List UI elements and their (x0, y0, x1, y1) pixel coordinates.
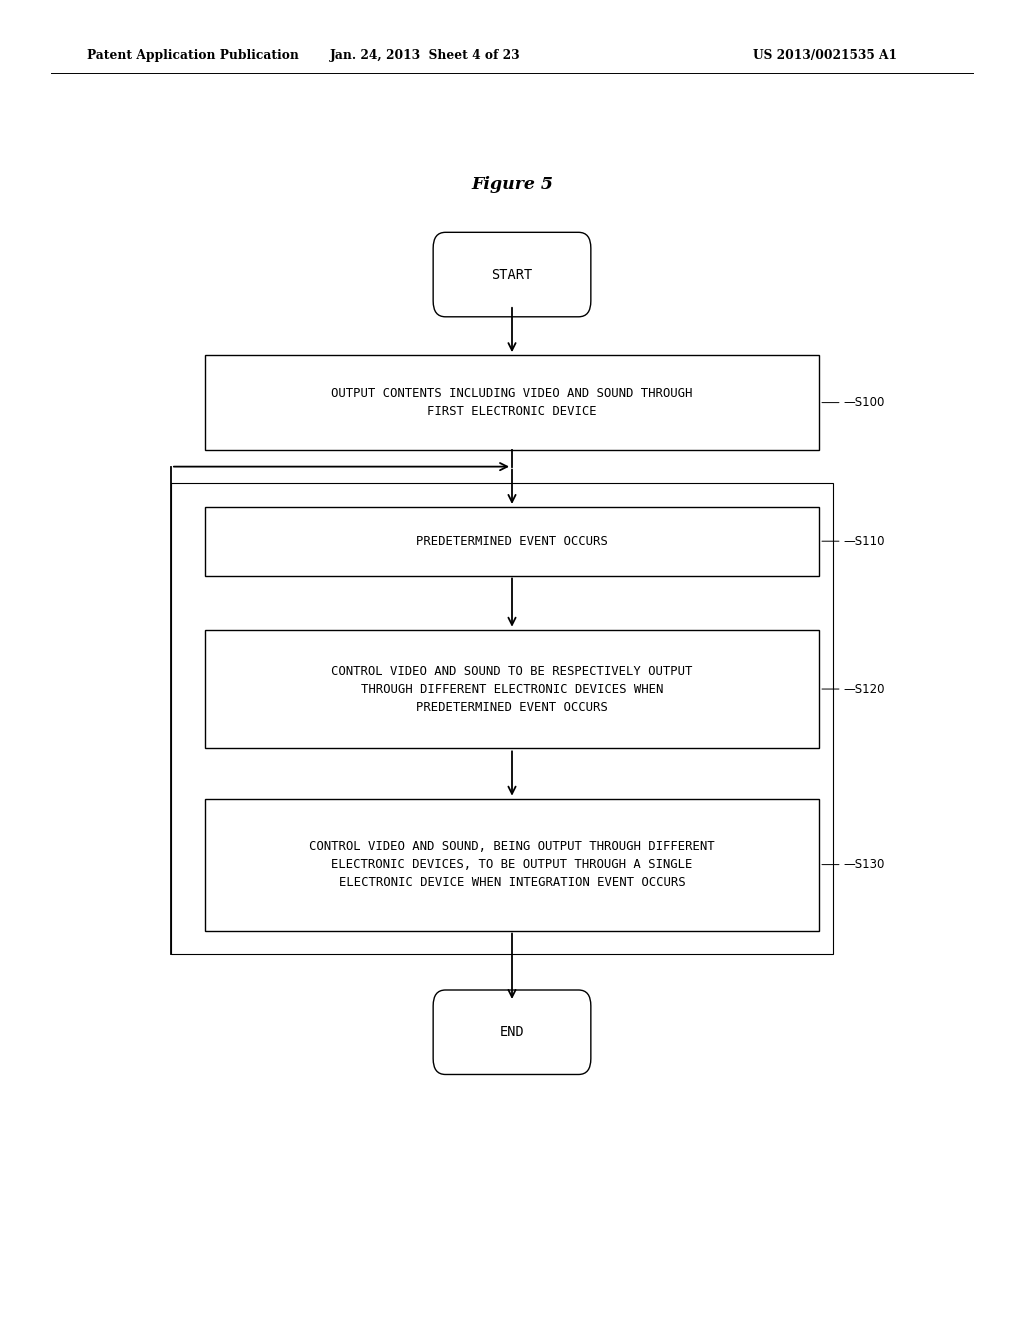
Text: END: END (500, 1026, 524, 1039)
Bar (205, 799, 819, 931)
Text: —S130: —S130 (844, 858, 885, 871)
Text: Patent Application Publication: Patent Application Publication (87, 49, 299, 62)
Text: CONTROL VIDEO AND SOUND TO BE RESPECTIVELY OUTPUT
THROUGH DIFFERENT ELECTRONIC D: CONTROL VIDEO AND SOUND TO BE RESPECTIVE… (332, 664, 692, 714)
Text: OUTPUT CONTENTS INCLUDING VIDEO AND SOUND THROUGH
FIRST ELECTRONIC DEVICE: OUTPUT CONTENTS INCLUDING VIDEO AND SOUN… (332, 387, 692, 418)
Text: —S110: —S110 (844, 535, 886, 548)
Text: CONTROL VIDEO AND SOUND, BEING OUTPUT THROUGH DIFFERENT
ELECTRONIC DEVICES, TO B: CONTROL VIDEO AND SOUND, BEING OUTPUT TH… (309, 840, 715, 890)
Text: Figure 5: Figure 5 (471, 177, 553, 193)
Text: —S100: —S100 (844, 396, 885, 409)
Bar (205, 630, 819, 748)
Text: START: START (492, 268, 532, 281)
Bar (205, 355, 819, 450)
Text: —S120: —S120 (844, 682, 886, 696)
Text: PREDETERMINED EVENT OCCURS: PREDETERMINED EVENT OCCURS (416, 535, 608, 548)
Bar (205, 507, 819, 576)
Text: US 2013/0021535 A1: US 2013/0021535 A1 (753, 49, 897, 62)
Text: Jan. 24, 2013  Sheet 4 of 23: Jan. 24, 2013 Sheet 4 of 23 (330, 49, 520, 62)
Bar (171, 483, 833, 954)
